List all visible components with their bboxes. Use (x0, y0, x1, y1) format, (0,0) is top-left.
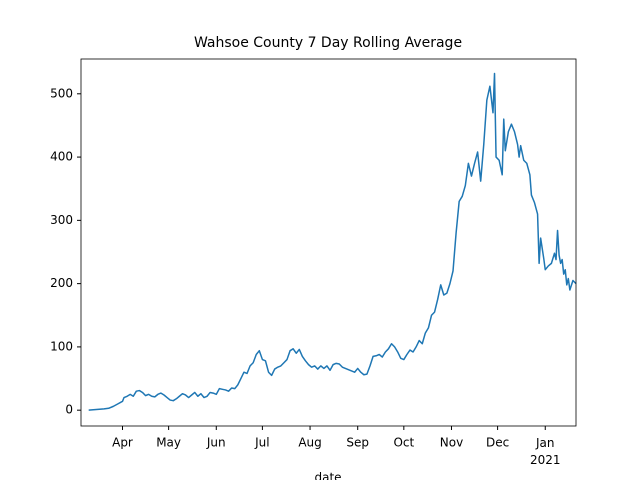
x-tick-label: May (156, 436, 181, 450)
x-tick-label: Apr (112, 436, 133, 450)
x-tick-label: Nov (440, 436, 463, 450)
x-tick-label: Jul (254, 436, 269, 450)
x-tick-label: Dec (486, 436, 509, 450)
x-tick-label: Sep (346, 436, 369, 450)
y-tick-label: 200 (50, 276, 73, 290)
chart-title: Wahsoe County 7 Day Rolling Average (194, 35, 462, 51)
y-tick-label: 500 (50, 86, 73, 100)
plot-frame (80, 58, 577, 427)
y-tick-label: 100 (50, 339, 73, 353)
x-tick-label: Jun (206, 436, 226, 450)
y-tick-label: 300 (50, 213, 73, 227)
x-tick-label: Jan 2021 (530, 436, 561, 467)
x-tick-label: Aug (298, 436, 321, 450)
y-tick-label: 0 (65, 403, 73, 417)
y-tick-label: 400 (50, 150, 73, 164)
data-line (88, 72, 577, 411)
x-axis-label: date (314, 471, 341, 480)
x-tick-label: Oct (393, 436, 414, 450)
